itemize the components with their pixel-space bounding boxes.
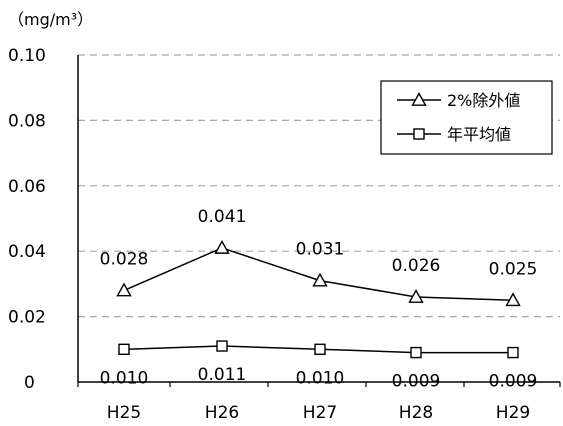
data-label: 0.025: [489, 259, 538, 279]
data-point-triangle: [312, 272, 328, 287]
legend-box: [380, 80, 553, 155]
x-tick-label: H29: [496, 403, 530, 423]
x-tick-label: H28: [399, 403, 433, 423]
data-point-triangle: [408, 289, 424, 303]
legend-item: 2%除外値: [397, 91, 520, 110]
series-annual-mean: [118, 340, 519, 359]
y-tick-label: 0.10: [8, 46, 46, 66]
y-tick-label: 0.02: [8, 308, 46, 328]
axes: [77, 55, 561, 387]
data-label: 0.010: [100, 368, 149, 388]
data-point-triangle: [505, 292, 521, 307]
x-tick-label: H26: [205, 403, 239, 423]
y-tick-label: 0: [24, 373, 35, 393]
data-label: 0.026: [392, 256, 441, 276]
data-point-square: [216, 340, 228, 352]
data-label: 0.031: [296, 240, 345, 260]
data-point-triangle: [214, 239, 230, 254]
data-label: 0.009: [392, 372, 441, 392]
data-point-square: [118, 343, 130, 355]
data-point-square: [314, 343, 326, 355]
data-label: 0.010: [296, 368, 345, 388]
y-tick-label: 0.08: [8, 111, 46, 131]
data-label: 0.041: [198, 207, 247, 227]
unit-label: （mg/m³）: [8, 10, 93, 29]
legend-marker-triangle: [411, 92, 427, 106]
x-tick-labels: H25 H26 H27 H28 H29: [107, 403, 530, 423]
legend-item: 年平均値: [397, 125, 511, 144]
data-point-triangle: [116, 282, 132, 297]
y-tick-label: 0.04: [8, 242, 46, 262]
data-label: 0.028: [100, 249, 149, 269]
data-labels: 0.028 0.041 0.031 0.026 0.025 0.010 0.011 0.010…: [100, 207, 538, 392]
x-tick-label: H27: [303, 403, 337, 423]
series: [116, 239, 521, 359]
y-tick-label: 0.06: [8, 177, 46, 197]
data-point-square: [410, 346, 422, 359]
data-label: 0.011: [198, 365, 247, 385]
x-tick-label: H25: [107, 403, 141, 423]
legend-label: 2%除外値: [447, 91, 520, 110]
series-two-percent-excluded: [116, 239, 521, 307]
data-label: 0.009: [489, 372, 538, 392]
legend-label: 年平均値: [447, 125, 511, 144]
y-tick-labels: 0 0.02 0.04 0.06 0.08 0.10: [8, 46, 46, 393]
legend-marker-square: [413, 128, 425, 140]
data-point-square: [507, 346, 519, 359]
